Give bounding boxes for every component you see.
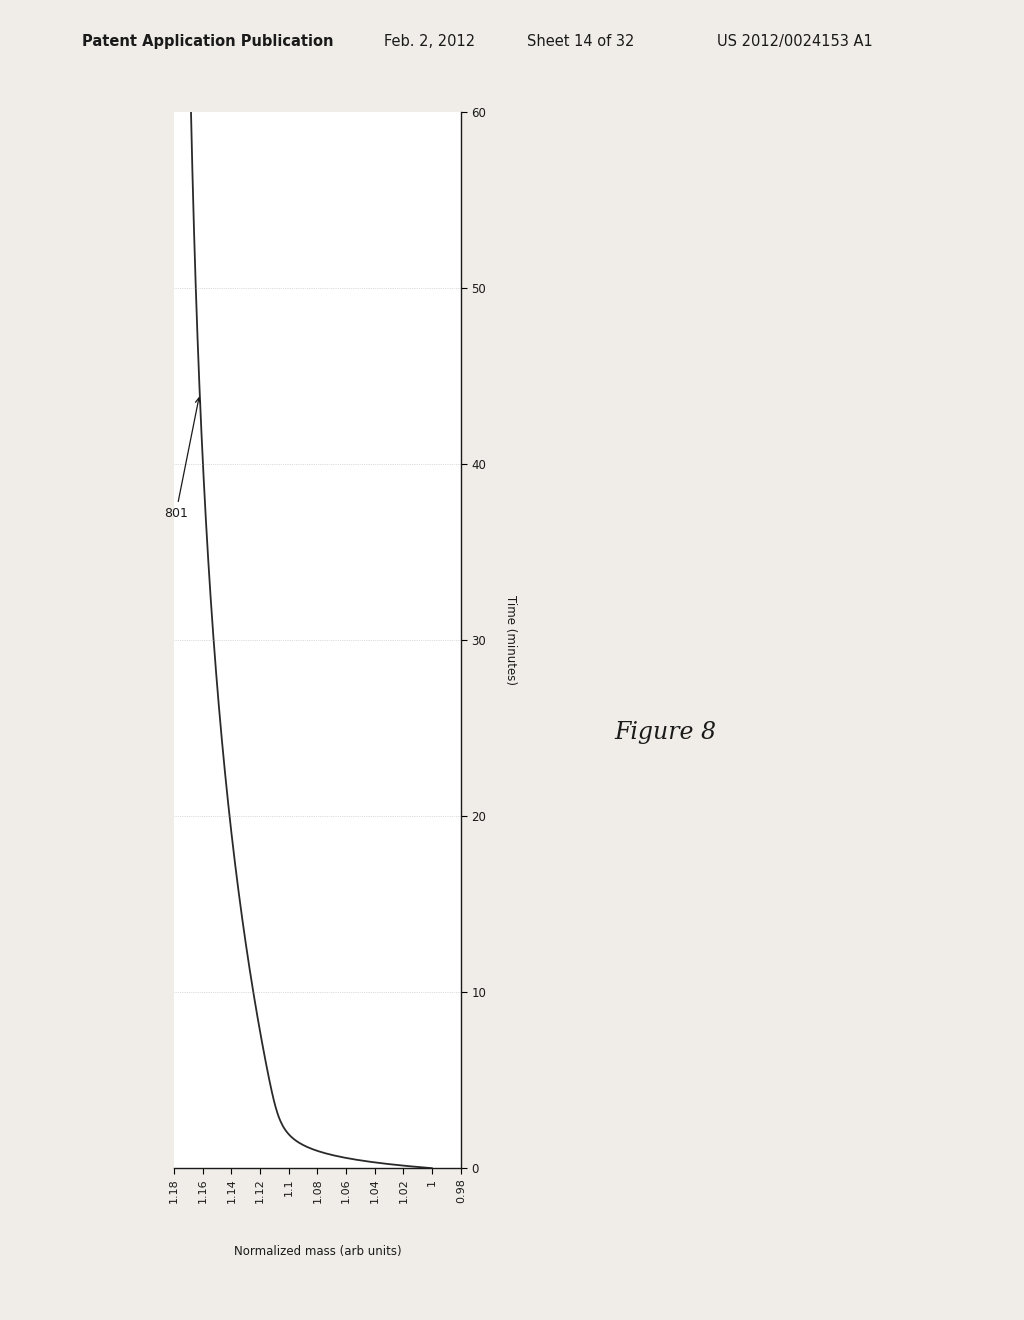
Y-axis label: Time (minutes): Time (minutes)	[504, 595, 517, 685]
Text: Sheet 14 of 32: Sheet 14 of 32	[527, 34, 635, 49]
Text: Feb. 2, 2012: Feb. 2, 2012	[384, 34, 475, 49]
Text: 801: 801	[164, 397, 201, 520]
Text: Patent Application Publication: Patent Application Publication	[82, 34, 334, 49]
X-axis label: Normalized mass (arb units): Normalized mass (arb units)	[233, 1245, 401, 1258]
Text: US 2012/0024153 A1: US 2012/0024153 A1	[717, 34, 872, 49]
Text: Figure 8: Figure 8	[614, 721, 717, 744]
